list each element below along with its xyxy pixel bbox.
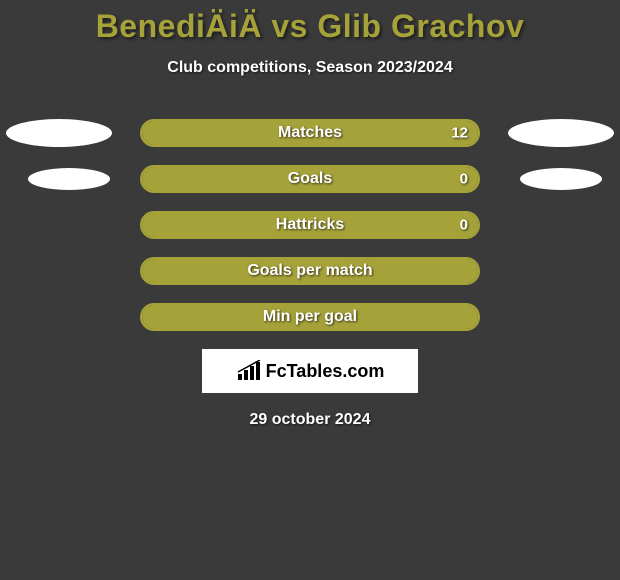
stat-row-min-per-goal: Min per goal: [0, 303, 620, 331]
stat-value: 12: [451, 125, 468, 142]
stat-bar: Matches 12: [140, 119, 480, 147]
comparison-card: BenediÄiÄ vs Glib Grachov Club competiti…: [0, 0, 620, 429]
player-marker-left: [28, 168, 110, 190]
stat-label: Min per goal: [263, 308, 357, 326]
player-marker-left: [6, 119, 112, 147]
stat-bar: Hattricks 0: [140, 211, 480, 239]
stat-row-goals-per-match: Goals per match: [0, 257, 620, 285]
stat-label: Matches: [278, 124, 342, 142]
stat-row-goals: Goals 0: [0, 165, 620, 193]
stat-label: Goals per match: [247, 262, 372, 280]
stat-bar: Goals 0: [140, 165, 480, 193]
player-marker-right: [508, 119, 614, 147]
date-label: 29 october 2024: [0, 411, 620, 429]
stat-bar: Min per goal: [140, 303, 480, 331]
subtitle: Club competitions, Season 2023/2024: [0, 59, 620, 77]
watermark-logo: FcTables.com: [202, 349, 418, 393]
stat-row-hattricks: Hattricks 0: [0, 211, 620, 239]
logo-text: FcTables.com: [266, 361, 385, 382]
stat-bar: Goals per match: [140, 257, 480, 285]
logo-inner: FcTables.com: [236, 360, 385, 382]
stat-row-matches: Matches 12: [0, 119, 620, 147]
stat-value: 0: [460, 171, 468, 188]
stat-value: 0: [460, 217, 468, 234]
stat-label: Goals: [288, 170, 332, 188]
page-title: BenediÄiÄ vs Glib Grachov: [0, 8, 620, 45]
stats-area: Matches 12 Goals 0 Hattricks 0: [0, 119, 620, 331]
player-marker-right: [520, 168, 602, 190]
stat-label: Hattricks: [276, 216, 344, 234]
bars-icon: [236, 360, 262, 382]
